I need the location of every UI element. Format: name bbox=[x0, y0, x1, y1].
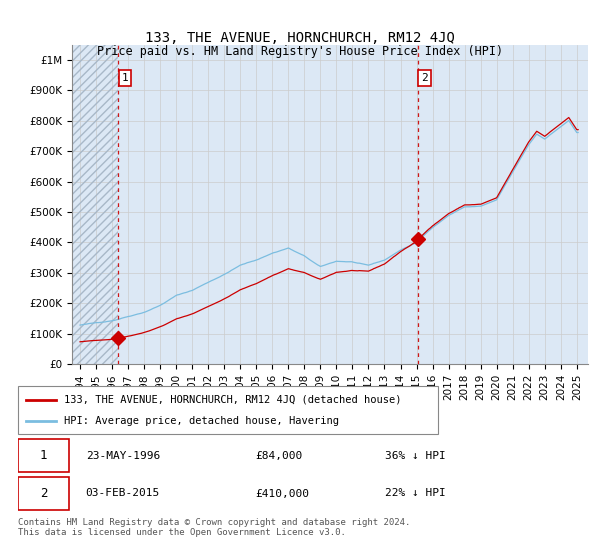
FancyBboxPatch shape bbox=[18, 439, 69, 472]
Text: 1: 1 bbox=[121, 73, 128, 83]
Text: 03-FEB-2015: 03-FEB-2015 bbox=[86, 488, 160, 498]
Text: £84,000: £84,000 bbox=[255, 451, 302, 461]
FancyBboxPatch shape bbox=[18, 386, 438, 434]
Text: 2: 2 bbox=[40, 487, 47, 500]
FancyBboxPatch shape bbox=[18, 477, 69, 510]
Text: Price paid vs. HM Land Registry's House Price Index (HPI): Price paid vs. HM Land Registry's House … bbox=[97, 45, 503, 58]
Text: 2: 2 bbox=[421, 73, 428, 83]
Text: 133, THE AVENUE, HORNCHURCH, RM12 4JQ: 133, THE AVENUE, HORNCHURCH, RM12 4JQ bbox=[145, 31, 455, 45]
Text: 133, THE AVENUE, HORNCHURCH, RM12 4JQ (detached house): 133, THE AVENUE, HORNCHURCH, RM12 4JQ (d… bbox=[64, 395, 402, 405]
Text: 22% ↓ HPI: 22% ↓ HPI bbox=[385, 488, 445, 498]
Text: £410,000: £410,000 bbox=[255, 488, 309, 498]
Text: Contains HM Land Registry data © Crown copyright and database right 2024.
This d: Contains HM Land Registry data © Crown c… bbox=[18, 518, 410, 538]
Bar bbox=[72, 45, 118, 364]
Text: 36% ↓ HPI: 36% ↓ HPI bbox=[385, 451, 445, 461]
Text: HPI: Average price, detached house, Havering: HPI: Average price, detached house, Have… bbox=[64, 416, 339, 426]
Text: 1: 1 bbox=[40, 449, 47, 462]
Bar bbox=[72, 45, 118, 364]
Text: 23-MAY-1996: 23-MAY-1996 bbox=[86, 451, 160, 461]
